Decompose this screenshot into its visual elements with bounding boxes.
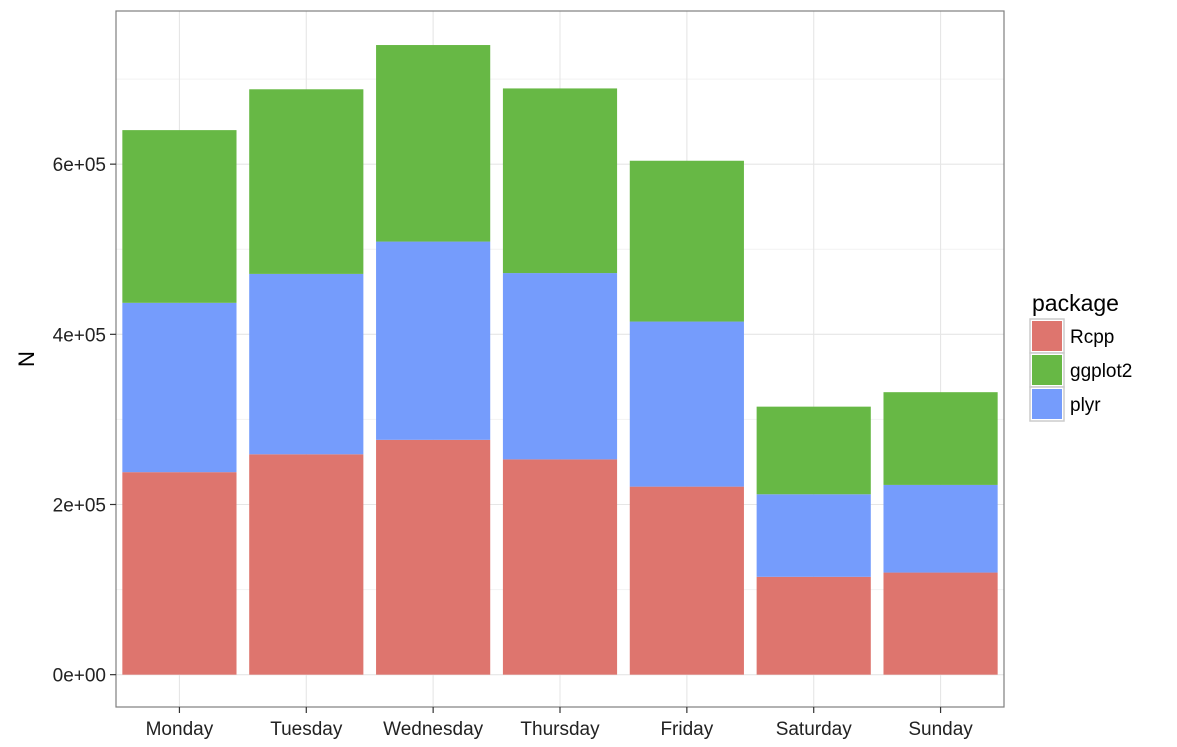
- bar-ggplot2-tuesday: [249, 89, 364, 274]
- bar-rcpp-friday: [629, 486, 744, 675]
- x-tick-label-tuesday: Tuesday: [270, 719, 343, 740]
- bar-plyr-wednesday: [376, 241, 491, 440]
- x-axis: Monday Tuesday Wednesday Thursday Friday Satu…: [146, 707, 973, 740]
- x-tick-label-wednesday: Wednesday: [383, 719, 483, 740]
- y-tick-label: 4e+05: [53, 325, 106, 346]
- x-tick-label-monday: Monday: [146, 719, 214, 740]
- x-tick-label-sunday: Sunday: [908, 719, 973, 740]
- legend: package Rcpp ggplot2 plyr: [1029, 290, 1132, 422]
- legend-swatch-rcpp: [1032, 321, 1062, 351]
- y-axis: 0e+00 2e+05 4e+05 6e+05: [53, 155, 116, 687]
- legend-label-rcpp: Rcpp: [1070, 327, 1114, 348]
- y-tick-label: 0e+00: [53, 666, 106, 687]
- legend-title: package: [1032, 290, 1119, 316]
- bar-plyr-thursday: [502, 273, 618, 460]
- bar-plyr-friday: [629, 321, 744, 487]
- bar-rcpp-monday: [122, 472, 237, 675]
- bar-ggplot2-friday: [629, 160, 744, 322]
- y-tick-label: 6e+05: [53, 155, 106, 176]
- bar-plyr-sunday: [883, 484, 998, 573]
- bar-ggplot2-wednesday: [376, 45, 491, 242]
- bar-ggplot2-saturday: [756, 406, 871, 495]
- x-tick-label-friday: Friday: [660, 719, 713, 740]
- legend-label-plyr: plyr: [1070, 395, 1101, 416]
- bar-rcpp-saturday: [756, 576, 871, 675]
- bar-ggplot2-sunday: [883, 392, 998, 485]
- bar-plyr-tuesday: [249, 273, 364, 455]
- bar-plyr-monday: [122, 302, 237, 473]
- bar-ggplot2-thursday: [502, 88, 618, 274]
- y-tick-label: 2e+05: [53, 495, 106, 516]
- x-tick-label-thursday: Thursday: [520, 719, 600, 740]
- bars-group: [122, 45, 998, 675]
- x-tick-label-saturday: Saturday: [776, 719, 853, 740]
- legend-label-ggplot2: ggplot2: [1070, 361, 1132, 382]
- legend-entries: Rcpp ggplot2 plyr: [1029, 318, 1132, 422]
- y-axis-title: N: [14, 351, 39, 367]
- bar-rcpp-thursday: [502, 459, 618, 675]
- bar-rcpp-wednesday: [376, 439, 491, 675]
- bar-rcpp-tuesday: [249, 454, 364, 675]
- bar-rcpp-sunday: [883, 572, 998, 675]
- legend-swatch-plyr: [1032, 389, 1062, 419]
- bar-ggplot2-monday: [122, 130, 237, 303]
- bar-plyr-saturday: [756, 494, 871, 577]
- legend-swatch-ggplot2: [1032, 355, 1062, 385]
